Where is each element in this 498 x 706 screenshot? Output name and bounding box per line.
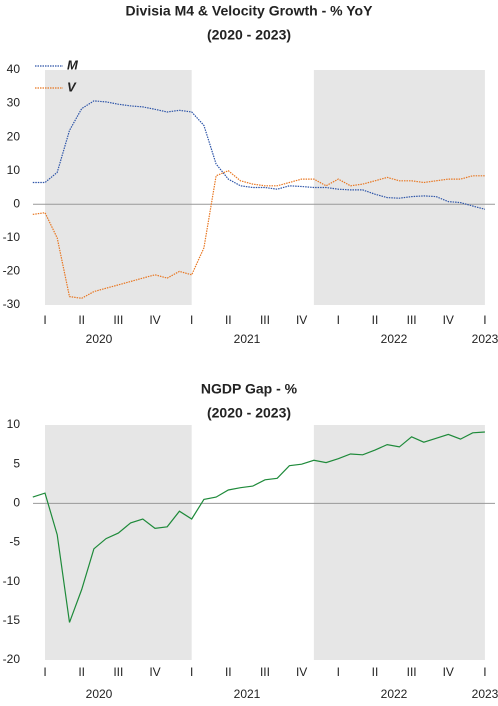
data-line bbox=[32, 100, 486, 210]
x-tick-label: II bbox=[372, 665, 379, 679]
x-tick-label: III bbox=[113, 313, 123, 327]
y-tick-label: 30 bbox=[7, 96, 21, 110]
x-tick-label: II bbox=[225, 665, 232, 679]
x-tick-label: I bbox=[337, 665, 340, 679]
x-tick-label: I bbox=[190, 665, 193, 679]
x-tick-label: IV bbox=[296, 313, 307, 327]
y-tick-label: 5 bbox=[13, 456, 20, 470]
x-tick-label: I bbox=[190, 313, 193, 327]
x-tick-label: III bbox=[407, 665, 417, 679]
x-tick-label: IV bbox=[149, 665, 160, 679]
year-label: 2023 bbox=[472, 332, 498, 346]
y-tick-label: -10 bbox=[3, 574, 21, 588]
chart-title: NGDP Gap - % bbox=[201, 381, 298, 397]
y-tick-label: 40 bbox=[7, 62, 21, 76]
x-tick-label: II bbox=[225, 313, 232, 327]
x-tick-label: II bbox=[78, 313, 85, 327]
year-label: 2021 bbox=[234, 687, 261, 701]
year-label: 2020 bbox=[86, 332, 113, 346]
year-label: 2023 bbox=[472, 687, 498, 701]
year-label: 2022 bbox=[381, 332, 408, 346]
chart-subtitle: (2020 - 2023) bbox=[207, 27, 291, 43]
shaded-period bbox=[313, 425, 485, 660]
x-tick-label: I bbox=[483, 665, 486, 679]
x-tick-label: III bbox=[260, 665, 270, 679]
legend-label: M bbox=[67, 57, 79, 72]
x-tick-label: III bbox=[260, 313, 270, 327]
y-tick-label: -30 bbox=[3, 297, 21, 311]
y-tick-label: 10 bbox=[7, 163, 21, 177]
year-label: 2020 bbox=[86, 687, 113, 701]
x-tick-label: II bbox=[372, 313, 379, 327]
x-tick-label: I bbox=[43, 313, 46, 327]
y-tick-label: -20 bbox=[3, 264, 21, 278]
y-tick-label: -10 bbox=[3, 230, 21, 244]
x-tick-label: III bbox=[113, 665, 123, 679]
y-tick-label: 0 bbox=[13, 196, 20, 210]
x-tick-label: I bbox=[337, 313, 340, 327]
chart-subtitle: (2020 - 2023) bbox=[207, 405, 291, 421]
x-tick-label: IV bbox=[443, 665, 454, 679]
shaded-period bbox=[45, 425, 192, 660]
y-tick-label: -15 bbox=[3, 613, 21, 627]
y-tick-label: 10 bbox=[7, 417, 21, 431]
data-line bbox=[32, 170, 485, 299]
year-label: 2022 bbox=[381, 687, 408, 701]
chart-title: Divisia M4 & Velocity Growth - % YoY bbox=[126, 3, 374, 19]
x-tick-label: IV bbox=[296, 665, 307, 679]
x-tick-label: II bbox=[78, 665, 85, 679]
y-tick-label: 20 bbox=[7, 129, 21, 143]
data-line bbox=[32, 431, 485, 623]
x-tick-label: IV bbox=[149, 313, 160, 327]
y-tick-label: -5 bbox=[9, 535, 20, 549]
x-tick-label: I bbox=[483, 313, 486, 327]
y-tick-label: -20 bbox=[3, 652, 21, 666]
shaded-period bbox=[313, 70, 485, 305]
x-tick-label: IV bbox=[443, 313, 454, 327]
y-tick-label: 0 bbox=[13, 496, 20, 510]
shaded-period bbox=[45, 70, 192, 305]
legend-label: V bbox=[67, 79, 77, 94]
x-tick-label: I bbox=[43, 665, 46, 679]
year-label: 2021 bbox=[234, 332, 261, 346]
x-tick-label: III bbox=[407, 313, 417, 327]
